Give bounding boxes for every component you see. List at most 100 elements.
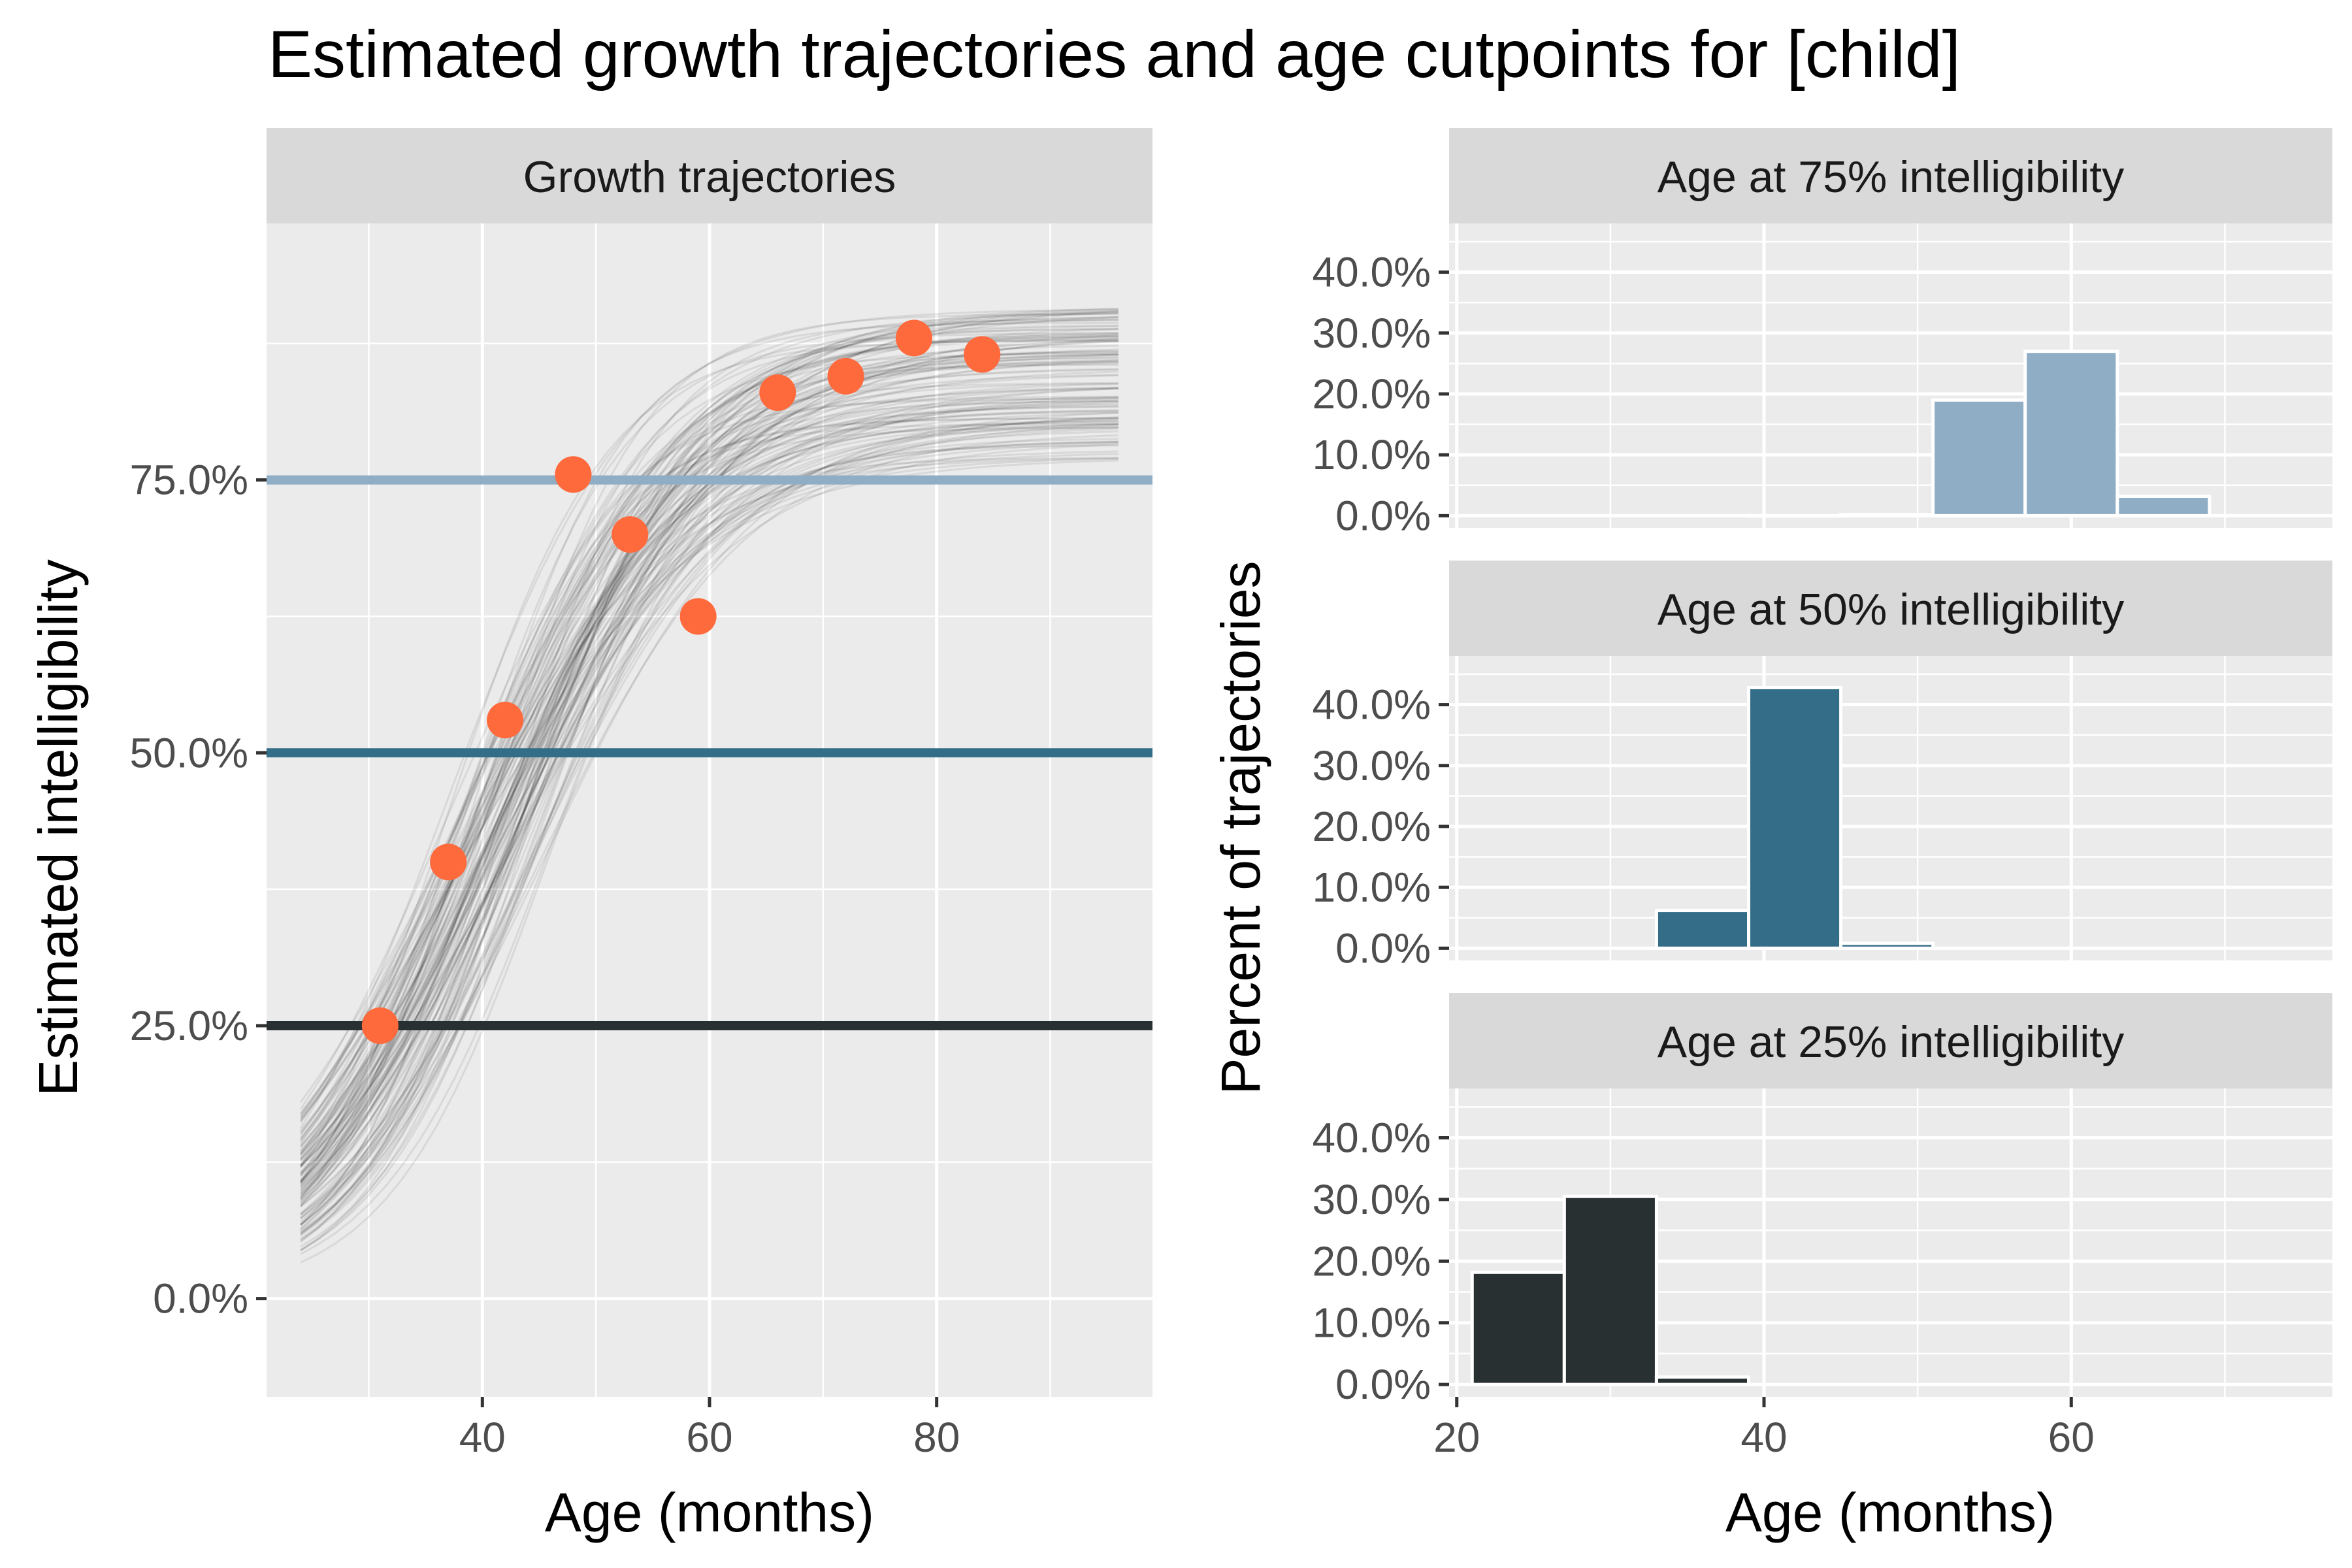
- histogram-plot-area: [1449, 656, 2332, 960]
- trajectory-line: [300, 316, 1119, 1207]
- histogram-x-tick-label: 40: [1740, 1414, 1787, 1461]
- trajectory-line: [299, 308, 1119, 1129]
- growth-axes: 40 60 80 0.0% 25.0% 50.0% 75.0%: [130, 457, 960, 1461]
- growth-x-tick-label: 60: [686, 1414, 732, 1461]
- trajectory-line: [300, 457, 1119, 1166]
- observed-point: [555, 456, 592, 493]
- histogram-y-tick-label: 10.0%: [1313, 1299, 1431, 1347]
- trajectory-line: [300, 423, 1119, 1168]
- trajectory-line: [300, 438, 1119, 1236]
- histogram-x-axis-title: Age (months): [1725, 1482, 2055, 1543]
- observed-point: [895, 319, 932, 357]
- histogram-panel: Age at 25% intelligibility 0.0% 10.0% 20.0%…: [1313, 993, 2332, 1461]
- histogram-y-tick-label: 40.0%: [1313, 249, 1431, 296]
- trajectory-line: [300, 311, 1119, 1157]
- growth-y-tick-label: 75.0%: [130, 457, 248, 504]
- histogram-bar: [2115, 495, 2212, 517]
- growth-y-tick-label: 50.0%: [130, 729, 248, 776]
- trajectory-line: [300, 457, 1119, 1173]
- histogram-y-tick-label: 0.0%: [1335, 492, 1431, 539]
- trajectory-line: [300, 427, 1119, 1160]
- trajectory-line: [300, 442, 1119, 1120]
- trajectory-line: [300, 316, 1119, 1177]
- trajectory-line: [300, 383, 1119, 1201]
- histogram-bar: [1654, 909, 1751, 950]
- trajectory-line: [300, 387, 1119, 1168]
- trajectory-line: [300, 404, 1119, 1255]
- trajectory-line: [300, 402, 1119, 1122]
- trajectory-line: [299, 417, 1119, 1176]
- observed-point: [964, 336, 1001, 373]
- growth-y-axis-title: Estimated intelligibility: [27, 559, 89, 1096]
- trajectory-line: [300, 426, 1119, 1160]
- trajectory-line: [299, 387, 1119, 1115]
- histogram-panel: Age at 75% intelligibility 0.0% 10.0% 20.0%…: [1313, 128, 2332, 539]
- histogram-bar: [1839, 512, 1935, 517]
- trajectory-line: [300, 311, 1119, 1190]
- observed-point: [612, 516, 649, 553]
- trajectory-line: [300, 310, 1119, 1188]
- histogram-plot-area: [1449, 223, 2332, 528]
- growth-strip-label: Growth trajectories: [523, 152, 896, 202]
- histogram-y-tick-label: 40.0%: [1313, 1115, 1431, 1162]
- histogram-y-tick-label: 30.0%: [1313, 310, 1431, 357]
- trajectory-lines: [299, 307, 1119, 1264]
- observed-point: [759, 374, 796, 411]
- trajectory-line: [300, 318, 1119, 1166]
- trajectory-line: [300, 423, 1119, 1168]
- histogram-y-tick-label: 40.0%: [1313, 681, 1431, 728]
- trajectory-line: [299, 450, 1119, 1117]
- trajectory-line: [300, 441, 1119, 1232]
- histogram-y-tick-label: 30.0%: [1313, 1176, 1431, 1223]
- trajectory-line: [300, 410, 1119, 1183]
- trajectory-line: [300, 310, 1119, 1205]
- trajectory-line: [300, 399, 1119, 1192]
- trajectory-line: [300, 412, 1119, 1207]
- trajectory-line: [300, 308, 1119, 1188]
- histogram-y-axis-title: Percent of trajectories: [1210, 561, 1271, 1094]
- trajectory-line: [300, 427, 1119, 1181]
- trajectory-line: [300, 440, 1119, 1134]
- cutpoint-lines: [267, 475, 1152, 1030]
- trajectory-line: [300, 434, 1119, 1217]
- trajectory-line: [300, 321, 1119, 1207]
- trajectory-line: [299, 397, 1119, 1183]
- trajectory-line: [300, 457, 1119, 1199]
- trajectory-line: [300, 327, 1119, 1203]
- histogram-strip-label: Age at 75% intelligibility: [1658, 152, 2124, 202]
- trajectory-line: [300, 328, 1119, 1242]
- trajectory-line: [300, 459, 1119, 1119]
- observed-point: [361, 1007, 399, 1044]
- trajectory-line: [299, 412, 1119, 1115]
- trajectory-line: [300, 444, 1119, 1264]
- trajectory-line: [300, 417, 1119, 1148]
- histogram-x-tick-label: 60: [2048, 1414, 2095, 1461]
- observed-points: [361, 319, 1001, 1044]
- histogram-panel: Age at 50% intelligibility 0.0% 10.0% 20.0%…: [1313, 561, 2332, 972]
- growth-x-tick-label: 40: [459, 1414, 506, 1461]
- trajectory-line: [300, 423, 1119, 1148]
- trajectory-line: [300, 419, 1119, 1234]
- trajectory-line: [300, 313, 1119, 1226]
- trajectory-line: [300, 423, 1119, 1199]
- histogram-bar: [1747, 685, 1843, 950]
- observed-point: [487, 702, 524, 739]
- growth-y-tick-label: 25.0%: [130, 1002, 248, 1049]
- trajectory-line: [300, 382, 1119, 1201]
- trajectory-line: [300, 420, 1119, 1139]
- histogram-y-tick-label: 0.0%: [1335, 924, 1431, 972]
- trajectory-line: [300, 324, 1119, 1252]
- histogram-y-tick-label: 20.0%: [1313, 803, 1431, 850]
- trajectory-line: [300, 325, 1119, 1184]
- trajectory-line: [300, 386, 1119, 1227]
- histogram-y-tick-label: 10.0%: [1313, 431, 1431, 478]
- histogram-bar: [1654, 1375, 1751, 1386]
- observed-point: [679, 598, 717, 635]
- trajectory-line: [300, 316, 1119, 1152]
- trajectory-line: [300, 374, 1119, 1186]
- histogram-strip-label: Age at 25% intelligibility: [1658, 1017, 2124, 1067]
- trajectory-line: [300, 440, 1119, 1204]
- trajectory-line: [300, 416, 1119, 1219]
- histogram-strip: [1449, 128, 2332, 223]
